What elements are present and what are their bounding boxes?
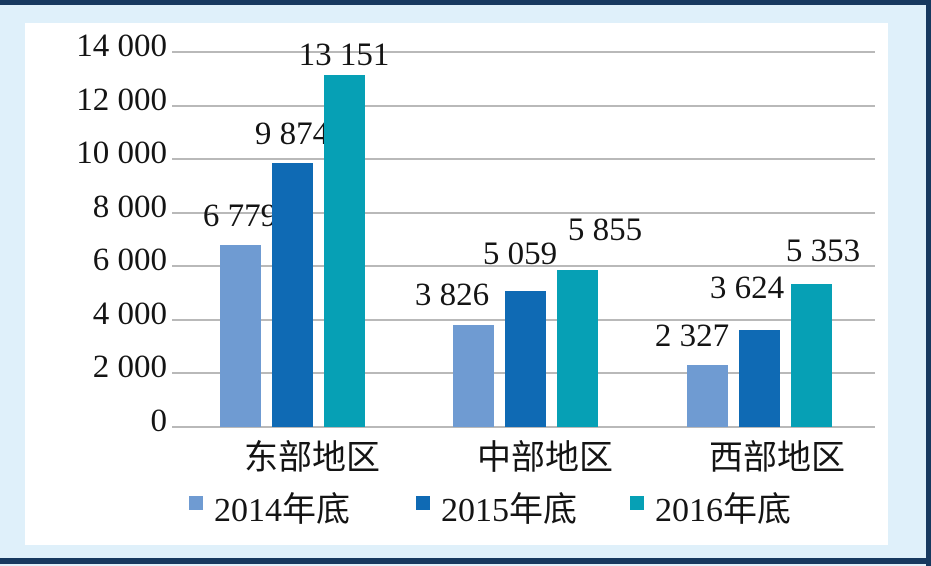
value-label: 13 151 bbox=[298, 37, 390, 73]
y-tick-label: 8 000 bbox=[92, 189, 167, 225]
legend-swatch bbox=[630, 496, 644, 510]
frame-border-bottom bbox=[0, 558, 931, 564]
value-label: 5 855 bbox=[567, 212, 643, 248]
legend-swatch bbox=[416, 496, 430, 510]
bar bbox=[557, 270, 598, 427]
bar bbox=[324, 75, 365, 427]
y-tick-label: 12 000 bbox=[76, 82, 167, 118]
value-label: 5 059 bbox=[482, 236, 558, 272]
value-label: 3 624 bbox=[709, 270, 785, 306]
bar bbox=[272, 163, 313, 427]
value-label: 9 874 bbox=[254, 116, 330, 152]
legend-label: 2016年底 bbox=[655, 492, 791, 529]
legend-swatch bbox=[189, 496, 203, 510]
legend-item: 2015年底 bbox=[416, 489, 577, 533]
gridline bbox=[172, 105, 875, 107]
frame-border-top bbox=[0, 0, 931, 5]
value-label: 5 353 bbox=[785, 233, 861, 269]
frame-border-right bbox=[926, 0, 931, 566]
gridline bbox=[172, 265, 875, 267]
y-tick-label: 6 000 bbox=[92, 242, 167, 278]
gridline bbox=[172, 426, 875, 428]
bar bbox=[453, 325, 494, 427]
bar bbox=[687, 365, 728, 427]
bar bbox=[791, 284, 832, 427]
value-label: 3 826 bbox=[414, 277, 490, 313]
category-label: 西部地区 bbox=[709, 440, 845, 477]
gridline bbox=[172, 212, 875, 214]
y-tick-label: 4 000 bbox=[92, 296, 167, 332]
gridline bbox=[172, 158, 875, 160]
value-label: 6 779 bbox=[202, 198, 278, 234]
y-tick-label: 10 000 bbox=[76, 135, 167, 171]
bar bbox=[220, 245, 261, 427]
category-label: 东部地区 bbox=[244, 440, 380, 477]
bar bbox=[739, 330, 780, 427]
legend-label: 2015年底 bbox=[441, 492, 577, 529]
y-tick-label: 2 000 bbox=[92, 349, 167, 385]
gridline bbox=[172, 51, 875, 53]
legend-item: 2014年底 bbox=[189, 489, 350, 533]
legend-label: 2014年底 bbox=[214, 492, 350, 529]
legend-item: 2016年底 bbox=[630, 489, 791, 533]
y-tick-label: 14 000 bbox=[76, 28, 167, 64]
bar bbox=[505, 291, 546, 427]
value-label: 2 327 bbox=[654, 318, 730, 354]
category-label: 中部地区 bbox=[477, 440, 613, 477]
chart-panel: 0 2 000 4 000 6 000 8 000 10 000 12 000 14 000 6… bbox=[25, 23, 888, 545]
y-tick-label: 0 bbox=[150, 403, 168, 439]
